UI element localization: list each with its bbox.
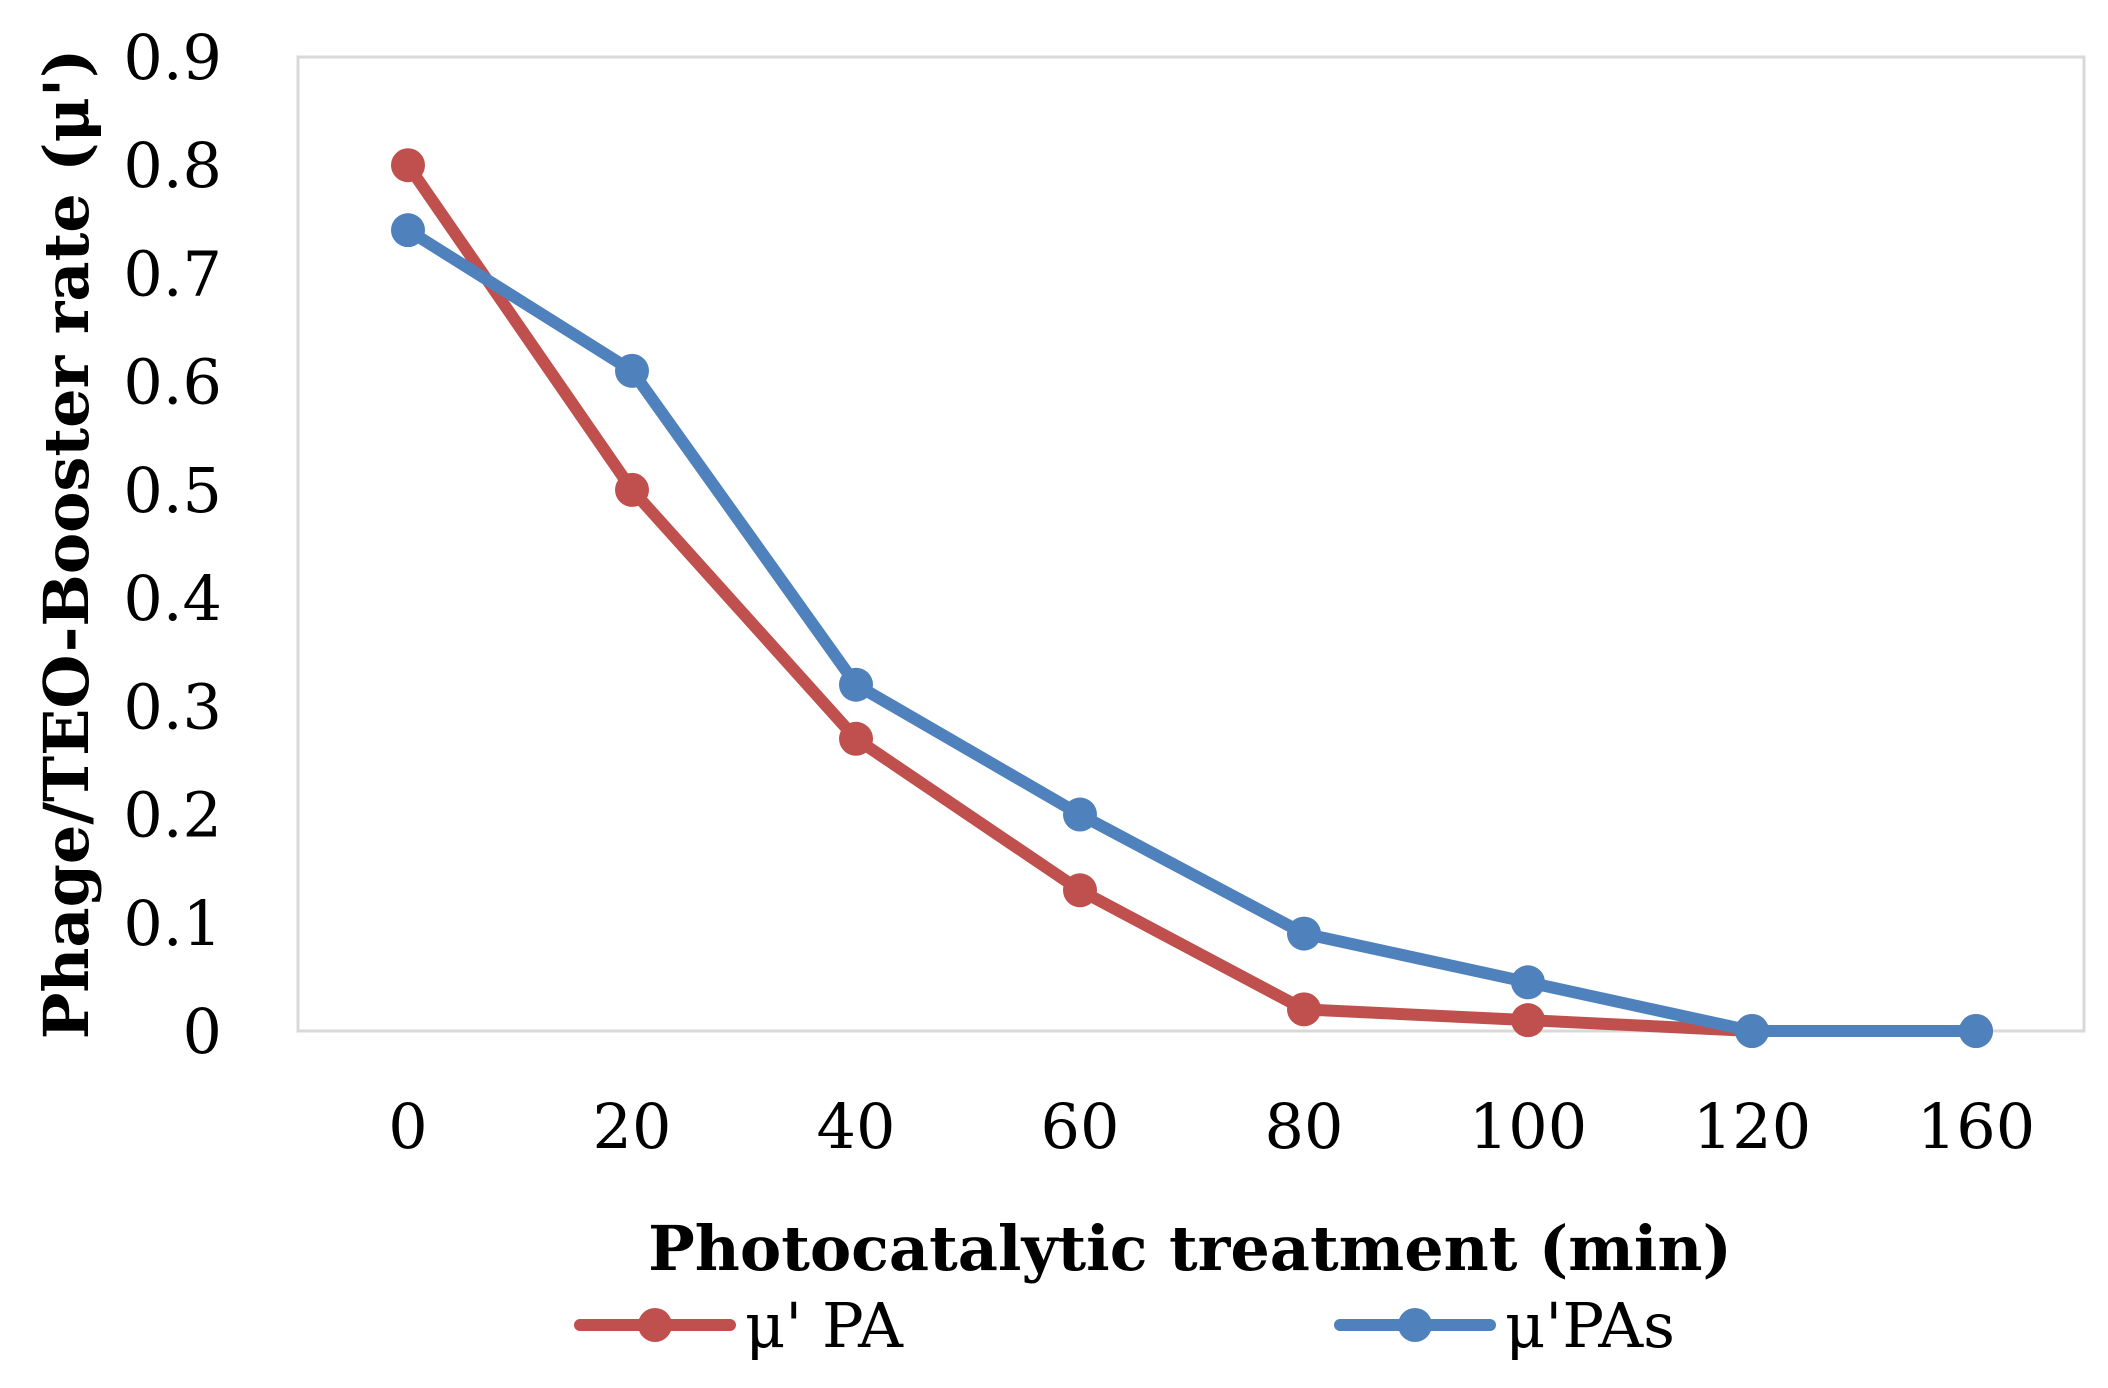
y-tick-label: 0.6 [123, 346, 222, 419]
data-point [839, 667, 873, 702]
y-tick-label: 0 [183, 995, 222, 1068]
series-layer [391, 148, 1993, 1048]
legend-marker [1398, 1308, 1432, 1342]
x-tick-label: 80 [1265, 1090, 1344, 1163]
data-point [1511, 1003, 1545, 1038]
y-tick-label: 0.3 [123, 670, 222, 743]
plot-area-border [296, 55, 2086, 1033]
data-point [1063, 797, 1097, 832]
data-point [1511, 965, 1545, 1000]
y-tick-label: 0.5 [123, 454, 222, 527]
x-axis-title: Photocatalytic treatment (min) [648, 1212, 1732, 1285]
data-point [1959, 1014, 1993, 1048]
y-tick-label: 0.4 [123, 562, 222, 635]
x-tick-label: 60 [1041, 1090, 1120, 1163]
y-tick-label: 0.7 [123, 237, 222, 310]
y-axis: 0 0.1 0.2 0.3 0.4 0.5 0.6 0.7 0.8 0.9 [123, 21, 222, 1068]
legend-item: μ'PAs [1334, 1289, 1675, 1362]
series-line [402, 159, 1982, 1037]
series-line [402, 224, 1982, 1037]
x-tick-label: 100 [1469, 1090, 1587, 1163]
y-tick-label: 0.2 [123, 779, 222, 852]
data-point [391, 213, 425, 248]
y-tick-label: 0.1 [123, 887, 222, 960]
data-point [1287, 916, 1321, 951]
data-point [1063, 873, 1097, 908]
data-point [839, 721, 873, 756]
y-axis-title: Phage/TEO-Booster rate (μ') [30, 49, 103, 1040]
legend-item: μ' PA [574, 1289, 904, 1362]
series-1 [391, 148, 1993, 1048]
data-point [1287, 992, 1321, 1027]
data-point [615, 353, 649, 388]
x-tick-label: 40 [817, 1090, 896, 1163]
legend: μ' PA μ'PAs [574, 1289, 1675, 1362]
x-tick-label: 120 [1693, 1090, 1811, 1163]
legend-label: μ'PAs [1505, 1289, 1675, 1362]
x-tick-label: 20 [593, 1090, 672, 1163]
y-tick-label: 0.9 [123, 21, 222, 94]
y-tick-label: 0.8 [123, 129, 222, 202]
data-point [391, 148, 425, 183]
legend-label: μ' PA [745, 1289, 904, 1362]
data-point [1735, 1014, 1769, 1048]
x-tick-label: 160 [1917, 1090, 2035, 1163]
data-point [615, 472, 649, 507]
legend-marker [638, 1308, 672, 1342]
x-axis: 0 20 40 60 80 100 120 160 [388, 1090, 2035, 1163]
x-tick-label: 0 [388, 1090, 427, 1163]
series-2 [391, 213, 1993, 1048]
